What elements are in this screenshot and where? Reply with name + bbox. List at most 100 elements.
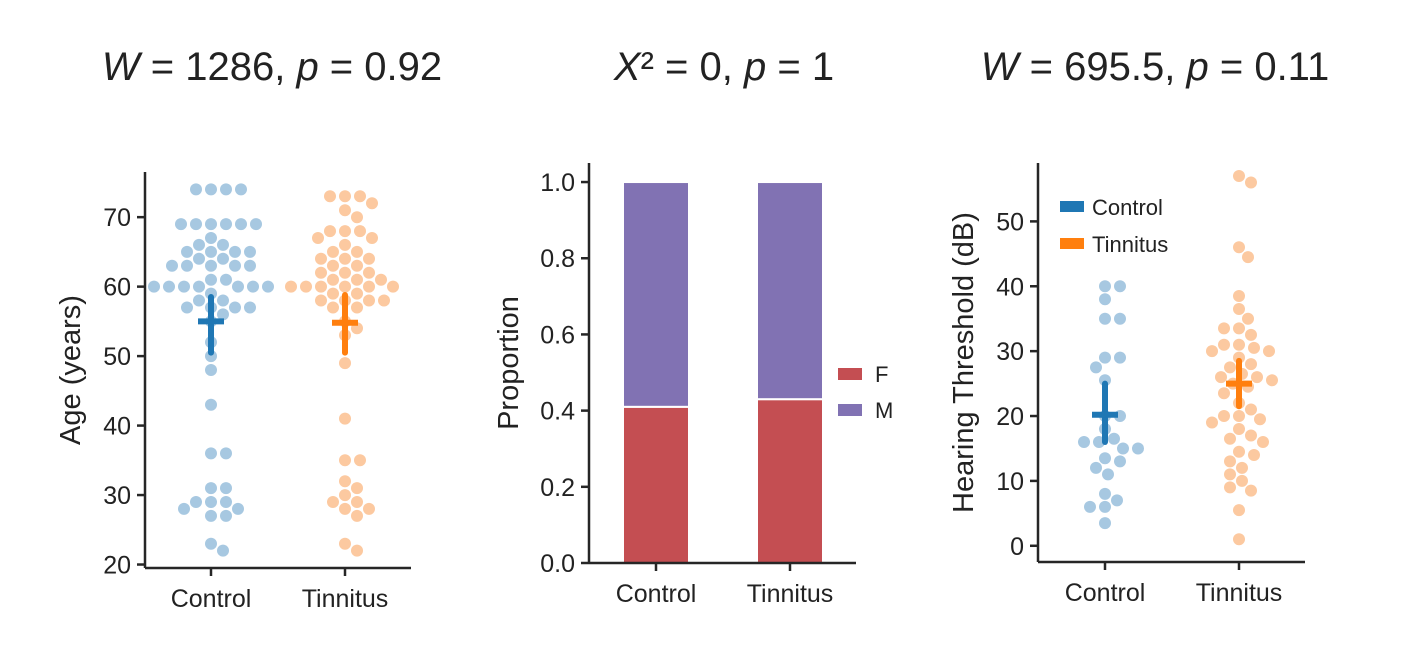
data-point <box>1215 371 1227 384</box>
y-tick-label: 50 <box>996 208 1024 236</box>
data-point <box>1114 280 1126 293</box>
data-point <box>378 294 390 307</box>
data-point <box>235 218 247 231</box>
data-point <box>247 280 259 293</box>
data-point <box>351 245 363 258</box>
data-point <box>217 308 229 321</box>
data-point <box>327 259 339 272</box>
y-tick-label: 10 <box>996 468 1024 496</box>
data-point <box>1245 403 1257 416</box>
data-point <box>351 509 363 522</box>
data-point <box>181 301 193 314</box>
data-point <box>220 447 232 460</box>
data-point <box>205 447 217 460</box>
legend-swatch <box>1060 201 1084 212</box>
legend-swatch <box>1060 238 1084 249</box>
age-panel: W = 1286, p = 0.92 20 30 40 50 60 70 Control Tin… <box>55 45 442 613</box>
data-point <box>220 218 232 231</box>
data-point <box>1117 442 1129 455</box>
data-point <box>217 544 229 557</box>
bar-segment <box>756 398 824 565</box>
x-tick-label: Tinnitus <box>1196 579 1283 607</box>
data-point <box>175 218 187 231</box>
legend-swatch <box>838 404 862 416</box>
data-point <box>351 211 363 224</box>
data-point <box>229 301 241 314</box>
data-point <box>366 197 378 210</box>
data-point <box>1132 442 1144 455</box>
title-part: p <box>295 45 318 89</box>
data-point <box>1266 374 1278 387</box>
data-point <box>1233 504 1245 517</box>
data-point <box>166 259 178 272</box>
data-point <box>339 412 351 425</box>
data-point <box>1224 432 1236 445</box>
data-point <box>1218 322 1230 335</box>
data-point <box>220 482 232 495</box>
data-point <box>229 245 241 258</box>
y-tick-label: 40 <box>996 273 1024 301</box>
data-point <box>1099 293 1111 306</box>
sex-proportion-panel: X² = 0, p = 1 0.0 0.2 0.4 0.6 0.8 1.0 Control Ti… <box>493 45 893 608</box>
data-point <box>1233 423 1245 435</box>
data-point <box>339 204 351 217</box>
y-tick-label: 20 <box>103 552 131 580</box>
data-point <box>312 232 324 244</box>
title-part: = 1 <box>766 45 834 89</box>
data-point <box>244 259 256 272</box>
y-tick-label: 0.0 <box>540 550 575 578</box>
data-point <box>1224 361 1236 374</box>
data-point <box>1099 452 1111 465</box>
data-point <box>1233 410 1245 422</box>
data-point <box>1206 416 1218 429</box>
data-point <box>205 287 217 300</box>
data-point <box>1251 371 1263 384</box>
data-point <box>375 273 387 286</box>
data-point <box>1090 461 1102 474</box>
data-point <box>339 190 351 203</box>
y-tick-label: 0 <box>1010 533 1024 561</box>
data-point <box>363 266 375 279</box>
data-point <box>244 245 256 258</box>
data-point <box>235 183 247 196</box>
data-point <box>327 273 339 286</box>
data-point <box>1206 345 1218 358</box>
data-point <box>351 496 363 508</box>
data-point <box>205 482 217 495</box>
data-point <box>339 357 351 370</box>
data-point <box>1099 280 1111 293</box>
y-tick-label: 30 <box>103 482 131 510</box>
data-point <box>351 273 363 286</box>
data-point <box>327 245 339 258</box>
data-point <box>1084 500 1096 513</box>
x-tick-label: Control <box>171 585 252 613</box>
data-point <box>1218 387 1230 400</box>
title-part: ² = 0, <box>641 45 744 89</box>
data-point <box>1242 251 1254 264</box>
data-point <box>220 496 232 508</box>
data-point <box>193 294 205 307</box>
data-point <box>1236 461 1248 474</box>
data-point <box>1245 328 1257 341</box>
data-point <box>1242 312 1254 325</box>
chart-title: X² = 0, p = 1 <box>613 45 834 89</box>
data-point <box>339 266 351 279</box>
y-tick-label: 60 <box>103 274 131 302</box>
data-point <box>1233 533 1245 546</box>
data-point <box>181 245 193 258</box>
bar-segment <box>622 405 690 564</box>
data-point <box>205 364 217 376</box>
data-point <box>1233 290 1245 302</box>
title-part: = 0.11 <box>1209 45 1329 89</box>
data-point <box>1248 341 1260 354</box>
data-point <box>339 502 351 515</box>
data-point <box>205 273 217 286</box>
y-tick-label: 70 <box>103 204 131 232</box>
data-point <box>1090 361 1102 374</box>
data-point <box>351 544 363 557</box>
bar-segment <box>756 181 824 401</box>
data-point <box>339 225 351 238</box>
data-point <box>220 509 232 522</box>
y-tick-label: 30 <box>996 338 1024 366</box>
